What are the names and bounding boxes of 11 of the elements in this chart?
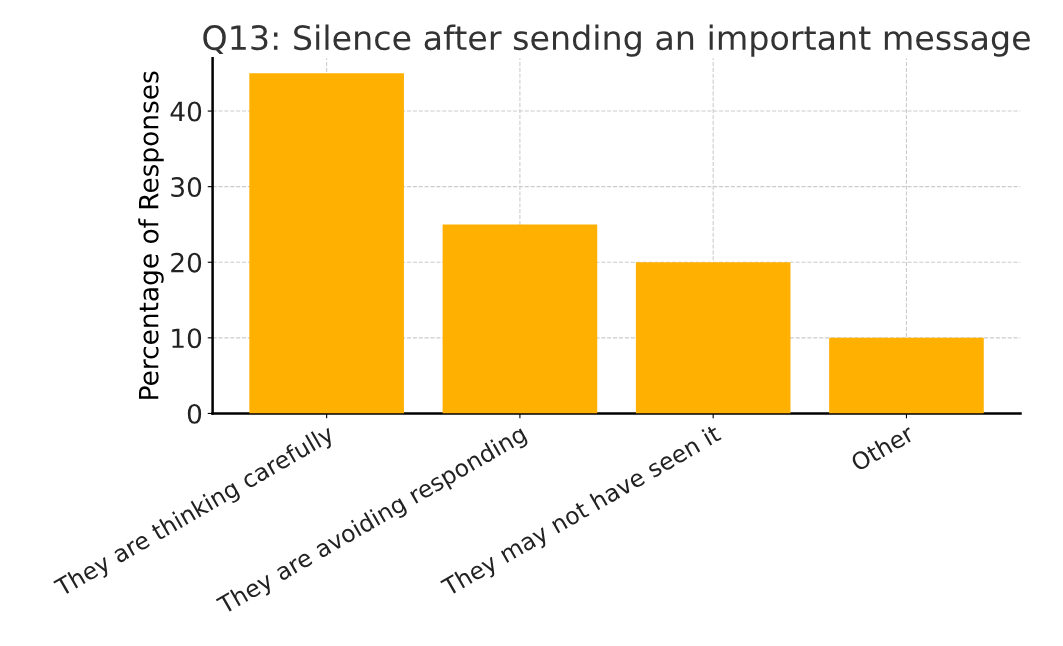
y-axis-title: Percentage of Responses — [138, 71, 164, 399]
y-tick-label: 0 — [187, 403, 202, 424]
bar — [829, 337, 984, 414]
y-tick-label: 40 — [170, 101, 202, 122]
bar — [442, 224, 598, 414]
y-tick-label: 20 — [171, 252, 202, 273]
chart-title: Q13: Silence after sending an important message — [203, 24, 1030, 57]
bar — [249, 73, 404, 414]
y-tick-label: 30 — [171, 177, 202, 198]
bar — [635, 262, 791, 414]
y-tick-label: 10 — [172, 328, 202, 349]
